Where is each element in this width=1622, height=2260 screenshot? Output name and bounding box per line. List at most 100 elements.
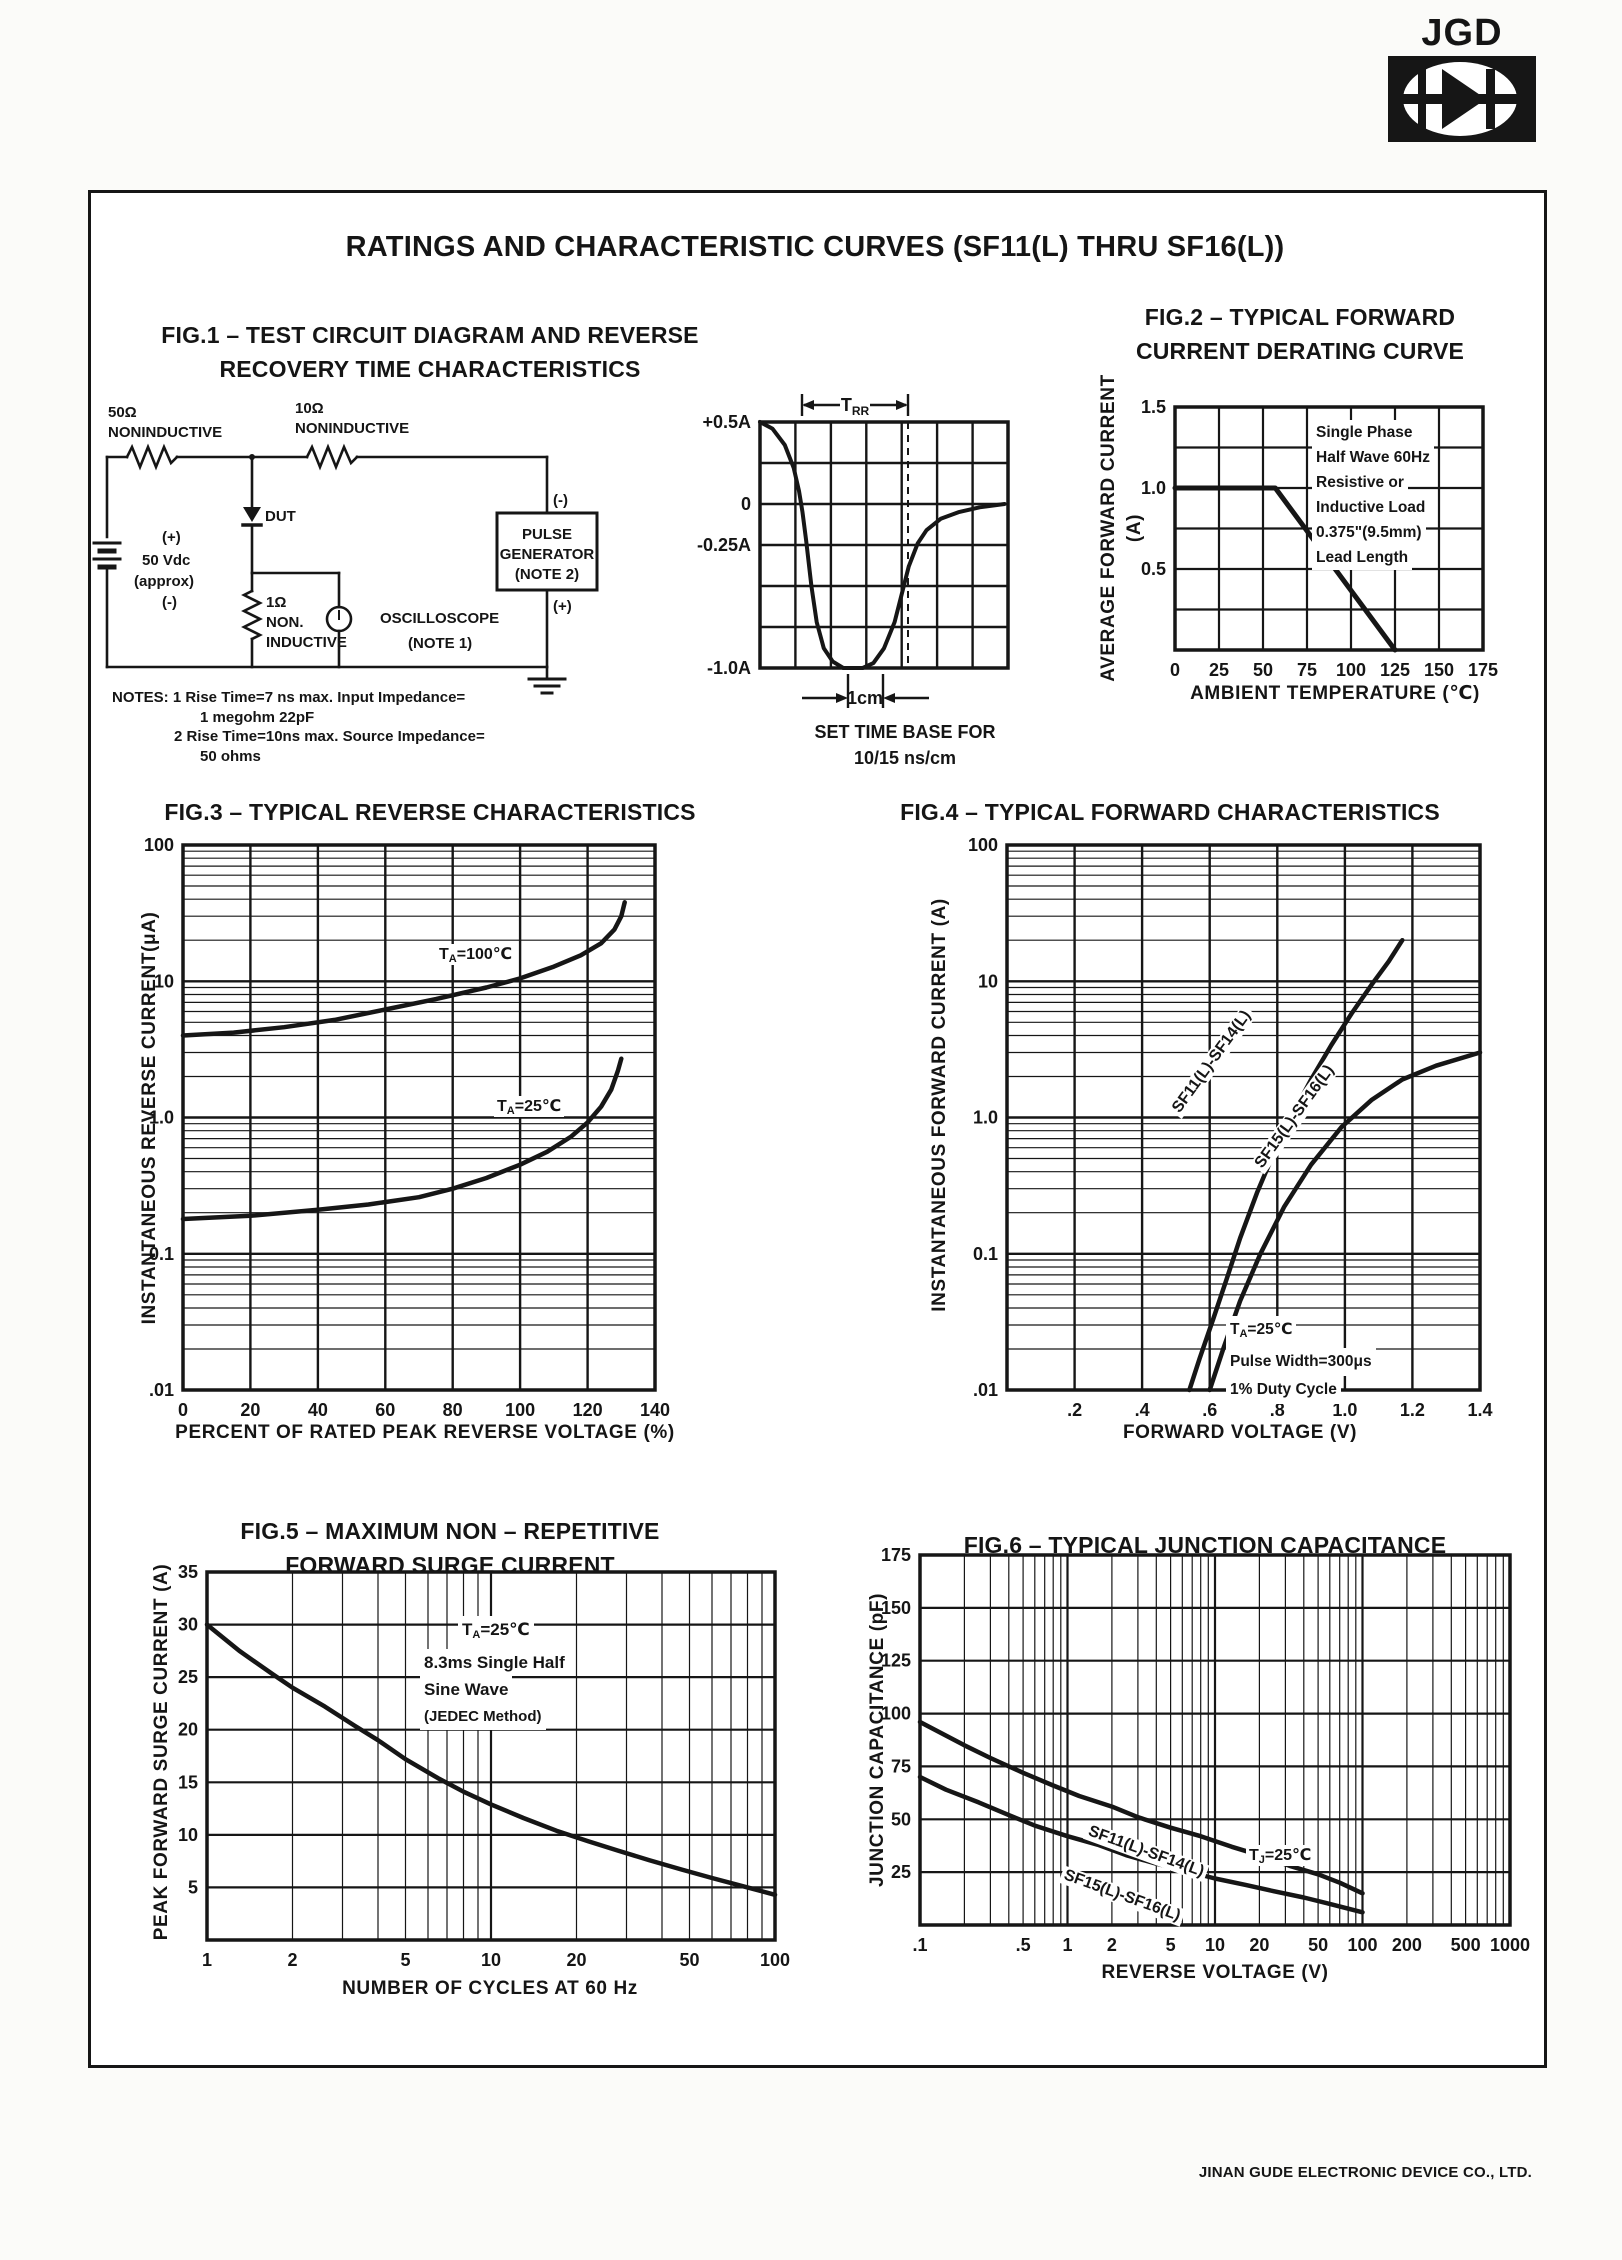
fig5-title-line1: FIG.5 – MAXIMUM NON – REPETITIVE [240, 1518, 660, 1544]
footer-company-name: JINAN GUDE ELECTRONIC DEVICE CO., LTD. [1198, 2164, 1532, 2181]
fig5-x-axis-label: NUMBER OF CYCLES AT 60 Hz [342, 1978, 638, 1999]
circuit-wires [92, 443, 599, 695]
fig3-y-axis-label: INSTANTANEOUS REVERSE CURRENT(μA) [139, 911, 160, 1325]
svg-text:10: 10 [481, 1950, 501, 1970]
fig1-notes: NOTES: 1 Rise Time=7 ns max. Input Imped… [112, 688, 592, 766]
trr-label: TRR [841, 395, 870, 418]
battery-plus-label: (+) [162, 529, 181, 546]
svg-text:0: 0 [1170, 660, 1180, 680]
svg-text:1.2: 1.2 [1400, 1400, 1425, 1420]
svg-text:100: 100 [1347, 1935, 1377, 1955]
fig3-reverse-characteristics-chart: 0 20 40 60 80 100 120 140 100 10 1.0 0.1 .01 [144, 835, 670, 1420]
one-cm-label: 1cm [847, 688, 883, 708]
svg-text:50: 50 [679, 1950, 699, 1970]
fig2-x-axis-label: AMBIENT TEMPERATURE (℃) [1190, 683, 1480, 704]
svg-text:.6: .6 [1202, 1400, 1217, 1420]
battery-voltage-label: 50 Vdc [142, 552, 190, 569]
fig3-ta25-curve-label: TA=25℃ [494, 1096, 565, 1117]
svg-text:.01: .01 [149, 1380, 174, 1400]
svg-text:125: 125 [1380, 660, 1410, 680]
svg-text:100: 100 [760, 1950, 790, 1970]
svg-text:50: 50 [891, 1809, 911, 1829]
svg-text:5: 5 [400, 1950, 410, 1970]
svg-text:100: 100 [144, 835, 174, 855]
oscilloscope-label: OSCILLOSCOPE [380, 610, 499, 627]
svg-text:10: 10 [178, 1825, 198, 1845]
r2-value-label: 10Ω [295, 400, 324, 417]
svg-text:0.1: 0.1 [149, 1244, 174, 1264]
resistor-10ohm-icon [305, 443, 359, 471]
svg-text:2: 2 [287, 1950, 297, 1970]
svg-text:1000: 1000 [1490, 1935, 1530, 1955]
svg-text:.1: .1 [912, 1935, 927, 1955]
svg-text:30: 30 [178, 1615, 198, 1635]
note-line1: NOTES: 1 Rise Time=7 ns max. Input Imped… [112, 689, 466, 706]
svg-text:20: 20 [1249, 1935, 1269, 1955]
fig1-title: FIG.1 – TEST CIRCUIT DIAGRAM AND REVERSE… [150, 318, 710, 386]
svg-text:100: 100 [1336, 660, 1366, 680]
svg-text:0.5: 0.5 [1141, 559, 1166, 579]
svg-text:175: 175 [1468, 660, 1498, 680]
svg-text:150: 150 [1424, 660, 1454, 680]
svg-text:10: 10 [1205, 1935, 1225, 1955]
svg-text:50: 50 [1253, 660, 1273, 680]
fig2-title-line2: CURRENT DERATING CURVE [1135, 338, 1465, 364]
fig4-forward-characteristics-chart: .2 .4 .6 .8 1.0 1.2 1.4 100 10 1.0 0.1 .01 [968, 835, 1493, 1420]
svg-text:100: 100 [881, 1704, 911, 1724]
fig1-test-circuit-diagram: 50Ω NONINDUCTIVE 10Ω NONINDUCTIVE DUT (+… [92, 400, 599, 695]
fig3-ta100-curve-label: TA=100℃ [436, 944, 516, 965]
fig3-title: FIG.3 – TYPICAL REVERSE CHARACTERISTICS [164, 799, 696, 825]
svg-text:60: 60 [375, 1400, 395, 1420]
fig4-ta-label: TA=25℃ [1226, 1316, 1297, 1348]
note-line4: 50 ohms [200, 747, 261, 765]
svg-text:5: 5 [188, 1877, 198, 1897]
fig4-annotation: TA=25℃ Pulse Width=300μs 1% Duty Cycle [1226, 1316, 1376, 1404]
r3-value-label: 1Ω [266, 594, 286, 611]
fig1-title-line1: FIG.1 – TEST CIRCUIT DIAGRAM AND REVERSE [161, 322, 699, 348]
svg-text:2: 2 [1107, 1935, 1117, 1955]
svg-text:1.4: 1.4 [1467, 1400, 1492, 1420]
svg-text:1.0: 1.0 [149, 1108, 174, 1128]
ground-icon [527, 677, 567, 695]
svg-text:.2: .2 [1067, 1400, 1082, 1420]
svg-text:1.0: 1.0 [1141, 478, 1166, 498]
r1-value-label: 50Ω [108, 404, 137, 421]
svg-text:0: 0 [741, 494, 751, 514]
svg-text:.01: .01 [973, 1380, 998, 1400]
jgd-diode-logo-icon [1388, 56, 1536, 142]
svg-text:80: 80 [443, 1400, 463, 1420]
logo-jgd-text: JGD [1421, 12, 1503, 54]
pulse-generator-line3: (NOTE 2) [515, 566, 579, 583]
fig1-recovery-waveform-chart: TRR 1cm SET TIME BASE FOR 10/15 ns/cm +0… [697, 394, 1010, 768]
r2-type-label: NONINDUCTIVE [295, 420, 409, 437]
r1-type-label: NONINDUCTIVE [108, 424, 222, 441]
fig2-title-line1: FIG.2 – TYPICAL FORWARD [1144, 304, 1456, 330]
svg-text:35: 35 [178, 1562, 198, 1582]
svg-text:20: 20 [178, 1720, 198, 1740]
svg-text:75: 75 [891, 1756, 911, 1776]
svg-text:20: 20 [240, 1400, 260, 1420]
fig5-ta-label: TA=25℃ [458, 1616, 534, 1649]
svg-text:1: 1 [202, 1950, 212, 1970]
svg-text:0.1: 0.1 [973, 1244, 998, 1264]
svg-text:200: 200 [1392, 1935, 1422, 1955]
svg-text:25: 25 [1209, 660, 1229, 680]
svg-text:.8: .8 [1270, 1400, 1285, 1420]
svg-text:175: 175 [881, 1545, 911, 1565]
timebase-caption-line2: 10/15 ns/cm [854, 748, 956, 768]
pulse-generator-line2: GENERATOR [500, 546, 595, 563]
svg-text:5: 5 [1166, 1935, 1176, 1955]
svg-text:+0.5A: +0.5A [702, 412, 751, 432]
note-line2: 1 megohm 22pF [200, 708, 315, 726]
svg-text:75: 75 [1297, 660, 1317, 680]
fig1-title-line2: RECOVERY TIME CHARACTERISTICS [219, 356, 641, 382]
svg-text:.4: .4 [1135, 1400, 1150, 1420]
svg-text:15: 15 [178, 1772, 198, 1792]
svg-text:1.5: 1.5 [1141, 397, 1166, 417]
fig2-title: FIG.2 – TYPICAL FORWARD CURRENT DERATING… [1085, 300, 1515, 368]
dut-label: DUT [265, 508, 296, 525]
svg-text:10: 10 [978, 971, 998, 991]
svg-text:50: 50 [1308, 1935, 1328, 1955]
fig6-tj-label: TJ=25℃ [1246, 1845, 1315, 1866]
